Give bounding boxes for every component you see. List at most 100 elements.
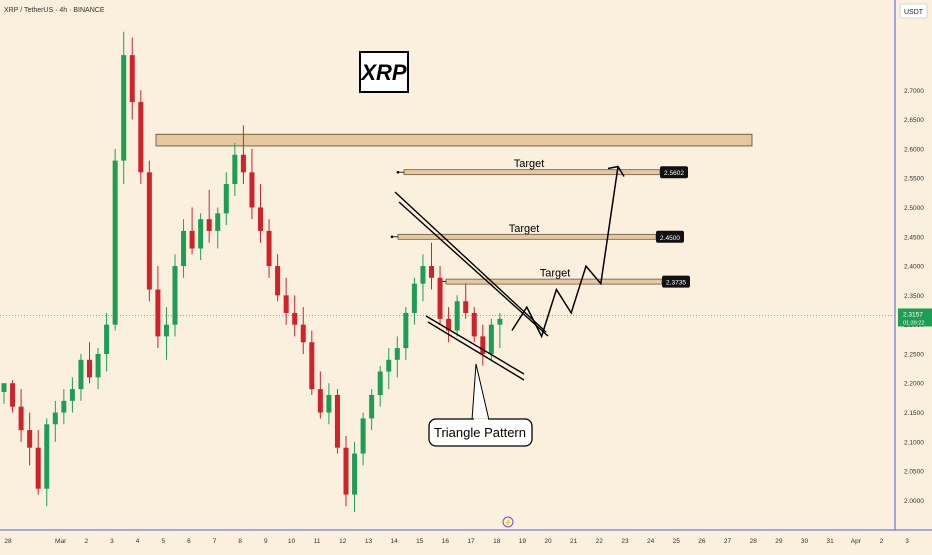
y-tick-label: 2.0500 [904, 469, 924, 476]
x-tick-label: 7 [213, 538, 217, 545]
x-tick-label: 12 [339, 538, 347, 545]
y-tick-label: 2.3500 [904, 293, 924, 300]
x-tick-label: 18 [493, 538, 501, 545]
candle-body [437, 277, 443, 319]
x-tick-label: 24 [647, 538, 655, 545]
target-price-text: 2.5602 [664, 170, 684, 177]
projected-path-arrowhead [607, 165, 625, 177]
candle-body [258, 207, 263, 231]
candle-body [206, 219, 212, 231]
y-tick-label: 2.1000 [904, 439, 924, 446]
x-tick-label: 28 [750, 538, 758, 545]
candle-body [198, 219, 204, 249]
x-tick-label: 22 [596, 538, 604, 545]
x-tick-label: 2 [880, 538, 884, 545]
y-tick-label: 2.1500 [904, 410, 924, 417]
candle-body [480, 336, 486, 354]
candle-body [129, 55, 135, 103]
candle-body [403, 312, 409, 349]
x-tick-label: 8 [238, 538, 242, 545]
title-box [359, 51, 409, 93]
candle-body [283, 295, 289, 313]
candle-body [95, 353, 101, 378]
candle-body [352, 453, 358, 495]
x-tick-label: 19 [519, 538, 527, 545]
target-zone [445, 278, 663, 285]
resistance-zone [155, 133, 753, 147]
candle-body [343, 447, 349, 495]
x-tick-label: Apr [851, 538, 862, 545]
candle-body [429, 266, 434, 278]
y-tick-label: 2.6000 [904, 146, 924, 153]
candle-body [411, 283, 417, 313]
x-tick-label: 16 [442, 538, 450, 545]
candle-body [420, 266, 426, 284]
x-tick-label: 14 [390, 538, 398, 545]
x-tick-label: 3 [110, 538, 114, 545]
x-axis-labels: 28 Mar 2 3 4 5 6 7 8 9 10 11 12 13 14 15 16 17 18 19 20 21 22 2… [4, 538, 909, 545]
candle-body [87, 359, 92, 378]
x-tick-label: 20 [544, 538, 552, 545]
candle-body [463, 301, 469, 313]
candle-body [266, 230, 272, 267]
triangle-pattern-line [394, 191, 547, 333]
last-price-tag: 2.3157 01:39:22 [898, 308, 932, 327]
x-tick-label: 2 [84, 538, 88, 545]
currency-badge[interactable] [899, 3, 928, 19]
candle-body [78, 359, 84, 390]
currency-label: USDT [904, 9, 924, 16]
symbol-label: XRP / TetherUS · 4h · BINANCE [4, 7, 105, 14]
event-icon[interactable] [502, 516, 514, 528]
x-tick-label: 31 [827, 538, 835, 545]
candle-body [326, 394, 332, 413]
candle-body [27, 430, 33, 448]
y-tick-label: 2.5500 [904, 176, 924, 183]
x-tick-label: 5 [161, 538, 165, 545]
target-price-tag [660, 166, 688, 179]
candle-body [240, 154, 246, 173]
target-price-tag [662, 275, 690, 288]
chart-title: XRP [359, 60, 407, 85]
last-price-tag-bg [898, 308, 932, 327]
x-tick-label: 21 [570, 538, 578, 545]
target-label: Target [540, 268, 571, 280]
x-tick-label: 30 [801, 538, 809, 545]
candle-body [386, 359, 392, 372]
x-tick-label: 25 [673, 538, 681, 545]
y-tick-label: 2.2000 [904, 381, 924, 388]
y-tick-label: 2.2500 [904, 351, 924, 358]
candle-body [10, 383, 16, 407]
candle-body [189, 230, 195, 249]
triangle-pattern-line [427, 321, 525, 381]
x-tick-label: 26 [698, 538, 706, 545]
drawings: Target 2.5602 Target 2.4500 Target 2.3735 [394, 158, 690, 381]
candle-body [497, 318, 503, 325]
x-tick-label: 3 [905, 538, 909, 545]
lightning-icon: ⚡ [504, 518, 513, 527]
target-price-text: 2.3735 [666, 280, 686, 287]
candle-body [488, 324, 494, 354]
x-tick-label: 27 [724, 538, 732, 545]
target-label: Target [509, 223, 540, 235]
x-tick-label: 13 [365, 538, 373, 545]
candle-body [215, 213, 221, 231]
x-tick-label: 29 [775, 538, 783, 545]
candles [1, 31, 503, 513]
x-tick-label: 4 [136, 538, 140, 545]
y-tick-label: 2.7000 [904, 88, 924, 95]
candle-body [334, 394, 340, 448]
x-tick-label: 15 [416, 538, 424, 545]
x-tick-label: 28 [4, 538, 12, 545]
y-tick-label: 2.0000 [904, 498, 924, 505]
y-tick-label: 2.5000 [904, 205, 924, 212]
candle-body [300, 324, 306, 343]
x-tick-label: 23 [621, 538, 629, 545]
triangle-pattern-line [425, 315, 525, 375]
candle-body [292, 312, 298, 325]
target-label: Target [514, 158, 545, 170]
candle-body [61, 400, 67, 413]
price-scale[interactable] [895, 0, 932, 550]
